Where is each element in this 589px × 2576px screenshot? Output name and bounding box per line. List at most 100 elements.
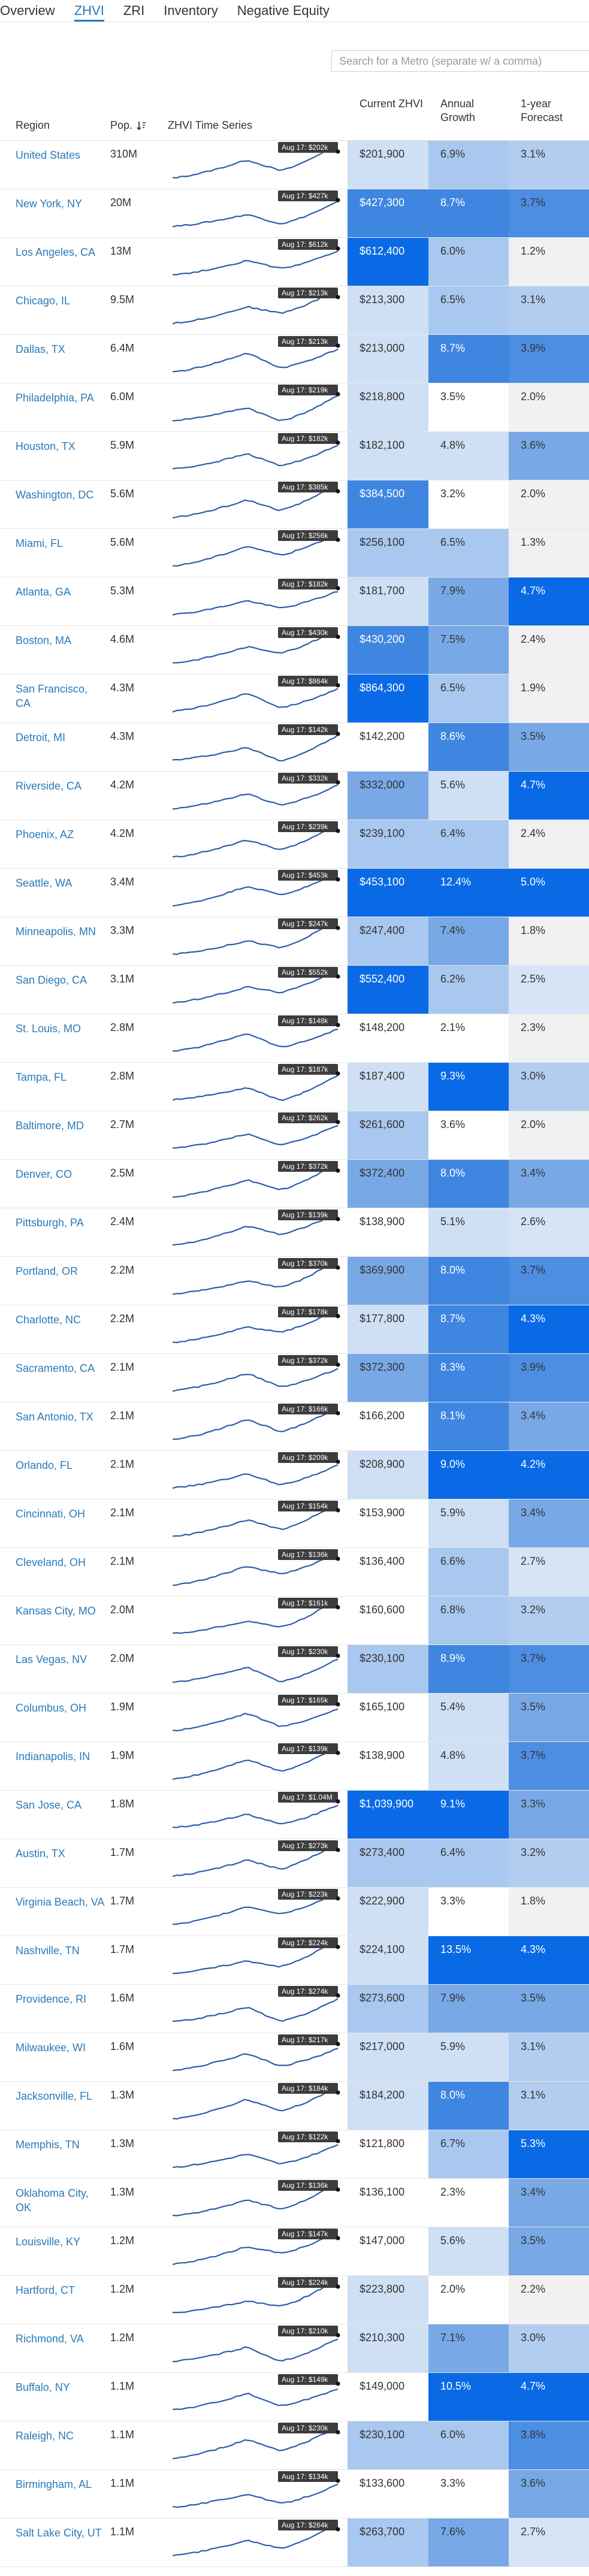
- zhvi-sparkline[interactable]: Aug 17: $217k: [168, 2033, 345, 2081]
- table-row[interactable]: Houston, TX 5.9M Aug 17: $182k $182,100 4.8%…: [0, 432, 589, 480]
- region-link[interactable]: Chicago, IL: [16, 295, 71, 307]
- zhvi-sparkline[interactable]: Aug 17: $139k: [168, 1742, 345, 1790]
- zhvi-sparkline[interactable]: Aug 17: $430k: [168, 626, 345, 674]
- zhvi-sparkline[interactable]: Aug 17: $182k: [168, 578, 345, 625]
- zhvi-sparkline[interactable]: Aug 17: $147k: [168, 2227, 345, 2275]
- table-row[interactable]: Las Vegas, NV 2.0M Aug 17: $230k $230,100 8.…: [0, 1645, 589, 1694]
- region-link[interactable]: Louisville, KY: [16, 2236, 81, 2248]
- zhvi-sparkline[interactable]: Aug 17: $165k: [168, 1694, 345, 1741]
- zhvi-sparkline[interactable]: Aug 17: $182k: [168, 432, 345, 480]
- region-link[interactable]: Phoenix, AZ: [16, 829, 74, 840]
- zhvi-sparkline[interactable]: Aug 17: $224k: [168, 2276, 345, 2324]
- zhvi-sparkline[interactable]: Aug 17: $230k: [168, 1645, 345, 1693]
- region-link[interactable]: Orlando, FL: [16, 1459, 73, 1471]
- zhvi-sparkline[interactable]: Aug 17: $122k: [168, 2130, 345, 2178]
- table-row[interactable]: Phoenix, AZ 4.2M Aug 17: $239k $239,100 6.4%…: [0, 820, 589, 869]
- table-row[interactable]: Buffalo, NY 1.1M Aug 17: $149k $149,000 10.5…: [0, 2373, 589, 2421]
- zhvi-sparkline[interactable]: Aug 17: $427k: [168, 189, 345, 237]
- region-link[interactable]: Raleigh, NC: [16, 2430, 74, 2442]
- region-link[interactable]: Minneapolis, MN: [16, 926, 96, 938]
- col-pop[interactable]: Pop.: [110, 119, 147, 132]
- region-link[interactable]: Salt Lake City, UT: [16, 2527, 102, 2539]
- table-row[interactable]: Hartford, CT 1.2M Aug 17: $224k $223,800 2.0…: [0, 2276, 589, 2324]
- sort-descending-icon[interactable]: [136, 120, 147, 131]
- table-row[interactable]: Pittsburgh, PA 2.4M Aug 17: $139k $138,900 5…: [0, 1208, 589, 1257]
- table-row[interactable]: Minneapolis, MN 3.3M Aug 17: $247k $247,400…: [0, 917, 589, 966]
- table-row[interactable]: Denver, CO 2.5M Aug 17: $372k $372,400 8.0% 3…: [0, 1160, 589, 1208]
- table-row[interactable]: Milwaukee, WI 1.6M Aug 17: $217k $217,000 5.…: [0, 2033, 589, 2082]
- table-row[interactable]: Los Angeles, CA 13M Aug 17: $612k $612,400 6…: [0, 238, 589, 286]
- tab-inventory[interactable]: Inventory: [164, 3, 218, 18]
- table-row[interactable]: Cleveland, OH 2.1M Aug 17: $136k $136,400 6.…: [0, 1548, 589, 1597]
- region-link[interactable]: Las Vegas, NV: [16, 1653, 87, 1665]
- region-link[interactable]: Austin, TX: [16, 1848, 65, 1860]
- zhvi-sparkline[interactable]: Aug 17: $372k: [168, 1354, 345, 1402]
- region-link[interactable]: Virginia Beach, VA: [16, 1896, 105, 1908]
- zhvi-sparkline[interactable]: Aug 17: $142k: [168, 723, 345, 771]
- region-link[interactable]: Nashville, TN: [16, 1945, 80, 1957]
- zhvi-sparkline[interactable]: Aug 17: $148k: [168, 1014, 345, 1062]
- zhvi-sparkline[interactable]: Aug 17: $274k: [168, 1985, 345, 2033]
- table-row[interactable]: Philadelphia, PA 6.0M Aug 17: $219k $218,80…: [0, 383, 589, 432]
- zhvi-sparkline[interactable]: Aug 17: $213k: [168, 335, 345, 383]
- zhvi-sparkline[interactable]: Aug 17: $1.04M: [168, 1791, 345, 1839]
- zhvi-sparkline[interactable]: Aug 17: $134k: [168, 2470, 345, 2518]
- zhvi-sparkline[interactable]: Aug 17: $213k: [168, 286, 345, 334]
- table-row[interactable]: Kansas City, MO 2.0M Aug 17: $161k $160,600…: [0, 1597, 589, 1645]
- zhvi-sparkline[interactable]: Aug 17: $239k: [168, 820, 345, 868]
- zhvi-sparkline[interactable]: Aug 17: $154k: [168, 1499, 345, 1547]
- table-row[interactable]: Nashville, TN 1.7M Aug 17: $224k $224,100 13…: [0, 1936, 589, 1985]
- table-row[interactable]: Cincinnati, OH 2.1M Aug 17: $154k $153,900 5…: [0, 1499, 589, 1548]
- table-row[interactable]: Washington, DC 5.6M Aug 17: $385k $384,500 3…: [0, 480, 589, 529]
- zhvi-sparkline[interactable]: Aug 17: $219k: [168, 383, 345, 431]
- zhvi-sparkline[interactable]: Aug 17: $370k: [168, 1257, 345, 1305]
- table-row[interactable]: Birmingham, AL 1.1M Aug 17: $134k $133,600 3…: [0, 2470, 589, 2518]
- table-row[interactable]: Jacksonville, FL 1.3M Aug 17: $184k $184,20…: [0, 2082, 589, 2130]
- table-row[interactable]: San Francisco, CA 4.3M Aug 17: $864k $864,3…: [0, 675, 589, 723]
- region-link[interactable]: San Francisco, CA: [16, 683, 88, 709]
- table-row[interactable]: Tampa, FL 2.8M Aug 17: $187k $187,400 9.3% 3.…: [0, 1063, 589, 1111]
- table-row[interactable]: Sacramento, CA 2.1M Aug 17: $372k $372,300 8…: [0, 1354, 589, 1402]
- table-row[interactable]: San Antonio, TX 2.1M Aug 17: $166k $166,200…: [0, 1402, 589, 1451]
- region-link[interactable]: Richmond, VA: [16, 2333, 84, 2345]
- region-link[interactable]: Indianapolis, IN: [16, 1750, 90, 1762]
- zhvi-sparkline[interactable]: Aug 17: $453k: [168, 869, 345, 917]
- table-row[interactable]: United States 310M Aug 17: $202k $201,900 6.…: [0, 141, 589, 189]
- zhvi-sparkline[interactable]: Aug 17: $224k: [168, 1936, 345, 1984]
- region-link[interactable]: Tampa, FL: [16, 1071, 67, 1083]
- table-row[interactable]: Baltimore, MD 2.7M Aug 17: $262k $261,600 3.…: [0, 1111, 589, 1160]
- table-row[interactable]: Miami, FL 5.6M Aug 17: $256k $256,100 6.5% 1.…: [0, 529, 589, 578]
- zhvi-sparkline[interactable]: Aug 17: $178k: [168, 1305, 345, 1353]
- zhvi-sparkline[interactable]: Aug 17: $136k: [168, 1548, 345, 1596]
- table-row[interactable]: Indianapolis, IN 1.9M Aug 17: $139k $138,90…: [0, 1742, 589, 1791]
- region-link[interactable]: Sacramento, CA: [16, 1362, 95, 1374]
- table-row[interactable]: Orlando, FL 2.1M Aug 17: $209k $208,900 9.0%…: [0, 1451, 589, 1499]
- region-link[interactable]: Milwaukee, WI: [16, 2042, 86, 2054]
- table-row[interactable]: Richmond, VA 1.2M Aug 17: $210k $210,300 7.1…: [0, 2324, 589, 2373]
- zhvi-sparkline[interactable]: Aug 17: $139k: [168, 1208, 345, 1256]
- region-link[interactable]: Washington, DC: [16, 489, 94, 501]
- region-link[interactable]: Charlotte, NC: [16, 1314, 81, 1326]
- zhvi-sparkline[interactable]: Aug 17: $273k: [168, 1839, 345, 1887]
- zhvi-sparkline[interactable]: Aug 17: $223k: [168, 1888, 345, 1936]
- table-row[interactable]: Atlanta, GA 5.3M Aug 17: $182k $181,700 7.9%…: [0, 578, 589, 626]
- table-row[interactable]: Chicago, IL 9.5M Aug 17: $213k $213,300 6.5%…: [0, 286, 589, 335]
- table-row[interactable]: Riverside, CA 4.2M Aug 17: $332k $332,000 5.…: [0, 772, 589, 820]
- table-row[interactable]: Salt Lake City, UT 1.1M Aug 17: $264k $263,…: [0, 2518, 589, 2567]
- tab-overview[interactable]: Overview: [0, 3, 55, 18]
- zhvi-sparkline[interactable]: Aug 17: $385k: [168, 480, 345, 528]
- zhvi-sparkline[interactable]: Aug 17: $166k: [168, 1402, 345, 1450]
- region-link[interactable]: Oklahoma City, OK: [16, 2187, 89, 2214]
- zhvi-sparkline[interactable]: Aug 17: $372k: [168, 1160, 345, 1208]
- table-row[interactable]: Detroit, MI 4.3M Aug 17: $142k $142,200 8.6%…: [0, 723, 589, 772]
- region-link[interactable]: Birmingham, AL: [16, 2478, 92, 2490]
- zhvi-sparkline[interactable]: Aug 17: $264k: [168, 2518, 345, 2566]
- region-link[interactable]: Pittsburgh, PA: [16, 1217, 84, 1229]
- region-link[interactable]: Providence, RI: [16, 1993, 87, 2005]
- region-link[interactable]: Memphis, TN: [16, 2139, 80, 2151]
- region-link[interactable]: Baltimore, MD: [16, 1120, 84, 1132]
- region-link[interactable]: San Jose, CA: [16, 1799, 82, 1811]
- region-link[interactable]: Columbus, OH: [16, 1702, 87, 1714]
- zhvi-sparkline[interactable]: Aug 17: $864k: [168, 675, 345, 722]
- region-link[interactable]: Atlanta, GA: [16, 586, 71, 598]
